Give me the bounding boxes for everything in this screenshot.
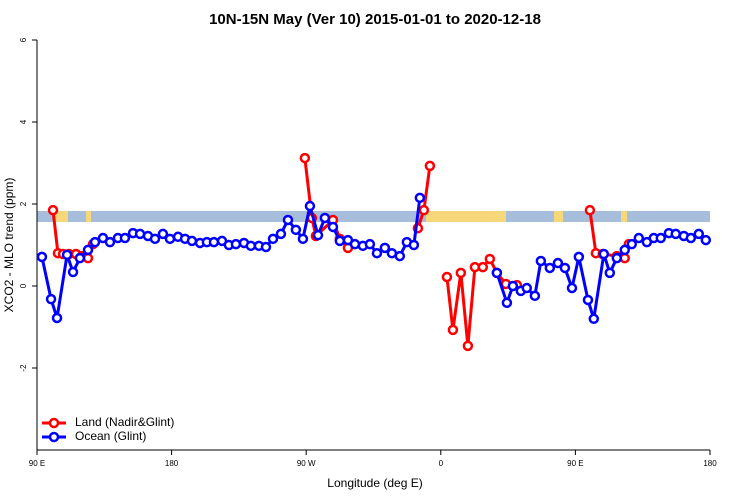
x-tick-label: 180 — [703, 459, 717, 468]
point — [245, 240, 257, 252]
point — [414, 192, 426, 204]
point — [82, 252, 94, 264]
point — [89, 236, 101, 248]
legend-marker — [48, 417, 60, 429]
point — [566, 282, 578, 294]
point — [319, 212, 331, 224]
point — [552, 257, 564, 269]
point — [67, 266, 79, 278]
point — [61, 249, 73, 261]
point — [462, 340, 474, 352]
land-strip — [426, 211, 506, 222]
point — [119, 232, 131, 244]
point — [334, 235, 346, 247]
point — [164, 233, 176, 245]
point — [521, 282, 533, 294]
y-tick-label: 4 — [19, 119, 28, 124]
point — [230, 238, 242, 250]
legend-marker — [48, 431, 60, 443]
legend-label: Land (Nadir&Glint) — [75, 415, 174, 429]
point — [447, 324, 459, 336]
point — [157, 228, 169, 240]
point — [364, 238, 376, 250]
land-strip — [621, 211, 627, 222]
point — [588, 313, 600, 325]
point — [544, 262, 556, 274]
point — [282, 214, 294, 226]
land-strip — [86, 211, 91, 222]
point — [626, 238, 638, 250]
point — [74, 252, 86, 264]
land-ocean-strip — [37, 211, 710, 222]
point — [408, 239, 420, 251]
point — [484, 253, 496, 265]
point — [535, 255, 547, 267]
point — [327, 221, 339, 233]
point — [655, 232, 667, 244]
point — [45, 293, 57, 305]
legend-label: Ocean (Glint) — [75, 429, 146, 443]
y-tick-label: -2 — [19, 364, 28, 372]
chart-title: 10N-15N May (Ver 10) 2015-01-01 to 2020-… — [209, 11, 541, 28]
point — [418, 204, 430, 216]
x-tick-label: 0 — [439, 459, 444, 468]
point — [297, 233, 309, 245]
point — [507, 280, 519, 292]
point — [491, 267, 503, 279]
point — [36, 251, 48, 263]
point — [304, 200, 316, 212]
point — [604, 267, 616, 279]
point — [104, 236, 116, 248]
x-axis-label: Longitude (deg E) — [327, 476, 422, 490]
point — [529, 290, 541, 302]
point — [685, 232, 697, 244]
point — [312, 229, 324, 241]
point — [441, 271, 453, 283]
point — [186, 235, 198, 247]
point — [371, 247, 383, 259]
series-line — [495, 231, 707, 320]
x-tick-label: 90 W — [297, 459, 316, 468]
ocean-strip — [37, 211, 710, 222]
point — [51, 312, 63, 324]
point — [455, 267, 467, 279]
point — [573, 251, 585, 263]
point — [619, 244, 631, 256]
point — [582, 294, 594, 306]
point — [267, 233, 279, 245]
point — [349, 238, 361, 250]
y-axis-label: XCO2 - MLO trend (ppm) — [2, 178, 16, 313]
x-tick-label: 90 E — [29, 459, 45, 468]
point — [693, 228, 705, 240]
point — [598, 248, 610, 260]
point — [379, 242, 391, 254]
point — [424, 160, 436, 172]
point — [260, 241, 272, 253]
point — [149, 233, 161, 245]
point — [477, 261, 489, 273]
point — [501, 297, 513, 309]
point — [633, 232, 645, 244]
point — [82, 244, 94, 256]
y-tick-label: 0 — [19, 283, 28, 288]
point — [559, 262, 571, 274]
point — [611, 252, 623, 264]
point — [275, 228, 287, 240]
land-strip — [55, 211, 68, 222]
x-tick-label: 90 E — [567, 459, 583, 468]
point — [47, 204, 59, 216]
point — [670, 228, 682, 240]
point — [290, 224, 302, 236]
point — [208, 236, 220, 248]
point — [394, 250, 406, 262]
x-tick-label: 180 — [165, 459, 179, 468]
y-tick-label: 6 — [19, 37, 28, 42]
point — [584, 204, 596, 216]
land-strip — [554, 211, 563, 222]
y-tick-label: 2 — [19, 201, 28, 206]
point — [299, 152, 311, 164]
point — [700, 234, 712, 246]
